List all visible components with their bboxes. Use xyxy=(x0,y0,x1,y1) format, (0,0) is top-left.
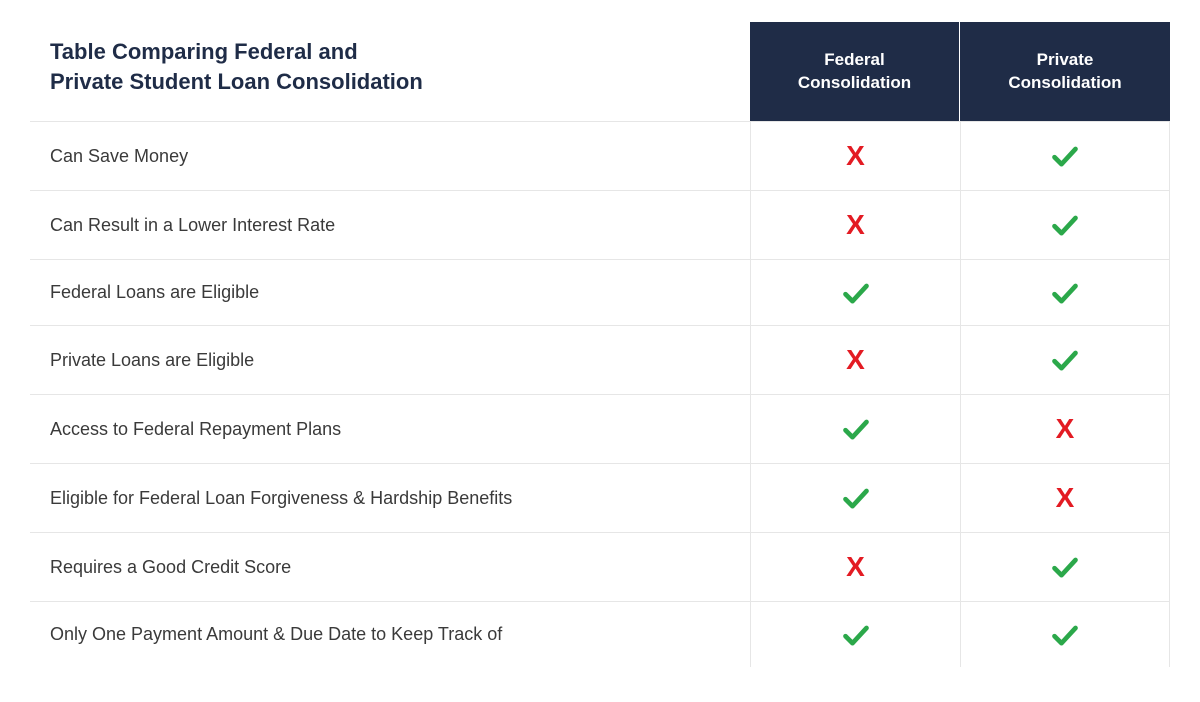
table-row: Private Loans are Eligible X xyxy=(30,325,1170,394)
check-icon xyxy=(1051,211,1079,239)
check-icon xyxy=(842,415,870,443)
value-cell-private xyxy=(960,191,1170,259)
x-icon: X xyxy=(846,551,865,583)
value-cell-private xyxy=(960,533,1170,601)
x-icon: X xyxy=(846,344,865,376)
table-row: Federal Loans are Eligible xyxy=(30,259,1170,325)
column-header-line1: Federal xyxy=(824,49,884,72)
feature-cell: Requires a Good Credit Score xyxy=(30,533,750,601)
x-icon: X xyxy=(846,209,865,241)
column-header-private: Private Consolidation xyxy=(960,22,1170,121)
table-row: Can Save Money X xyxy=(30,121,1170,190)
value-cell-federal xyxy=(750,464,960,532)
table-title: Table Comparing Federal and Private Stud… xyxy=(30,22,750,121)
column-header-line1: Private xyxy=(1037,49,1094,72)
check-icon xyxy=(842,279,870,307)
value-cell-private: X xyxy=(960,395,1170,463)
x-icon: X xyxy=(1056,482,1075,514)
value-cell-private xyxy=(960,326,1170,394)
value-cell-federal: X xyxy=(750,191,960,259)
table-row: Eligible for Federal Loan Forgiveness & … xyxy=(30,463,1170,532)
check-icon xyxy=(1051,279,1079,307)
table-row: Requires a Good Credit Score X xyxy=(30,532,1170,601)
value-cell-federal: X xyxy=(750,533,960,601)
value-cell-private xyxy=(960,260,1170,325)
check-icon xyxy=(842,621,870,649)
value-cell-private xyxy=(960,122,1170,190)
value-cell-federal xyxy=(750,395,960,463)
table-header-row: Table Comparing Federal and Private Stud… xyxy=(30,22,1170,121)
feature-cell: Federal Loans are Eligible xyxy=(30,260,750,325)
value-cell-federal: X xyxy=(750,122,960,190)
check-icon xyxy=(1051,621,1079,649)
value-cell-federal xyxy=(750,602,960,667)
check-icon xyxy=(1051,142,1079,170)
check-icon xyxy=(1051,553,1079,581)
x-icon: X xyxy=(846,140,865,172)
feature-cell: Can Result in a Lower Interest Rate xyxy=(30,191,750,259)
feature-cell: Eligible for Federal Loan Forgiveness & … xyxy=(30,464,750,532)
value-cell-private xyxy=(960,602,1170,667)
feature-cell: Only One Payment Amount & Due Date to Ke… xyxy=(30,602,750,667)
comparison-table: Table Comparing Federal and Private Stud… xyxy=(30,22,1170,667)
value-cell-federal xyxy=(750,260,960,325)
value-cell-private: X xyxy=(960,464,1170,532)
check-icon xyxy=(842,484,870,512)
feature-cell: Can Save Money xyxy=(30,122,750,190)
table-row: Access to Federal Repayment Plans X xyxy=(30,394,1170,463)
value-cell-federal: X xyxy=(750,326,960,394)
table-row: Can Result in a Lower Interest Rate X xyxy=(30,190,1170,259)
feature-cell: Access to Federal Repayment Plans xyxy=(30,395,750,463)
check-icon xyxy=(1051,346,1079,374)
column-header-federal: Federal Consolidation xyxy=(750,22,960,121)
feature-cell: Private Loans are Eligible xyxy=(30,326,750,394)
column-header-line2: Consolidation xyxy=(1008,72,1121,95)
table-row: Only One Payment Amount & Due Date to Ke… xyxy=(30,601,1170,667)
column-header-line2: Consolidation xyxy=(798,72,911,95)
table-body: Can Save MoneyXCan Result in a Lower Int… xyxy=(30,121,1170,667)
x-icon: X xyxy=(1056,413,1075,445)
